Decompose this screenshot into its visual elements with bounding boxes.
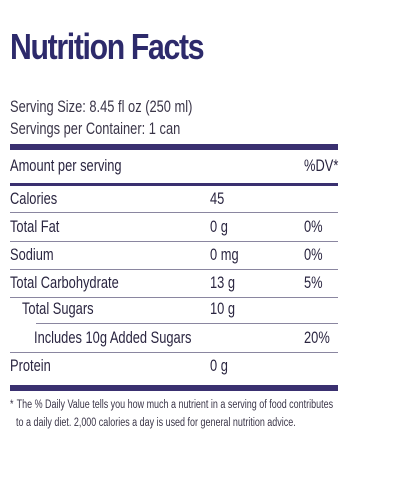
row-name-total-carbohydrate: Total Carbohydrate	[10, 274, 119, 292]
row-name-sodium: Sodium	[10, 246, 54, 264]
row-divider	[10, 212, 338, 213]
row-amount-calories: 45	[210, 190, 225, 208]
row-amount-total-fat: 0 g	[210, 218, 228, 236]
thick-divider-top	[10, 144, 338, 150]
row-amount-protein: 0 g	[210, 357, 228, 375]
row-amount-sodium: 0 mg	[210, 246, 239, 264]
row-amount-total-carbohydrate: 13 g	[210, 274, 236, 292]
row-dv-added-sugars: 20%	[304, 329, 330, 347]
row-amount-total-sugars: 10 g	[210, 300, 236, 318]
servings-per-container: Servings per Container: 1 can	[10, 120, 181, 138]
row-divider	[10, 352, 338, 353]
footnote-text-1: The % Daily Value tells you how much a n…	[16, 399, 334, 411]
footnote-line-2: to a daily diet. 2,000 calories a day is…	[16, 417, 296, 429]
serving-size: Serving Size: 8.45 fl oz (250 ml)	[10, 98, 193, 116]
row-divider	[10, 241, 338, 242]
row-name-total-fat: Total Fat	[10, 218, 60, 236]
footnote-line-1: * The % Daily Value tells you how much a …	[10, 399, 369, 411]
row-dv-total-fat: 0%	[304, 218, 323, 236]
thick-divider-bottom	[10, 385, 338, 391]
medium-divider	[10, 183, 338, 186]
row-dv-sodium: 0%	[304, 246, 323, 264]
row-divider	[10, 269, 338, 270]
footnote-star: *	[10, 399, 14, 411]
row-name-protein: Protein	[10, 357, 51, 375]
amount-per-serving-header: Amount per serving	[10, 157, 122, 175]
page-title: Nutrition Facts	[10, 26, 205, 67]
row-divider	[10, 297, 338, 298]
row-name-calories: Calories	[10, 190, 58, 208]
dv-header: %DV*	[304, 157, 339, 175]
row-divider	[36, 323, 338, 324]
row-dv-total-carbohydrate: 5%	[304, 274, 323, 292]
row-name-total-sugars: Total Sugars	[22, 300, 94, 318]
row-name-added-sugars: Includes 10g Added Sugars	[34, 329, 192, 347]
